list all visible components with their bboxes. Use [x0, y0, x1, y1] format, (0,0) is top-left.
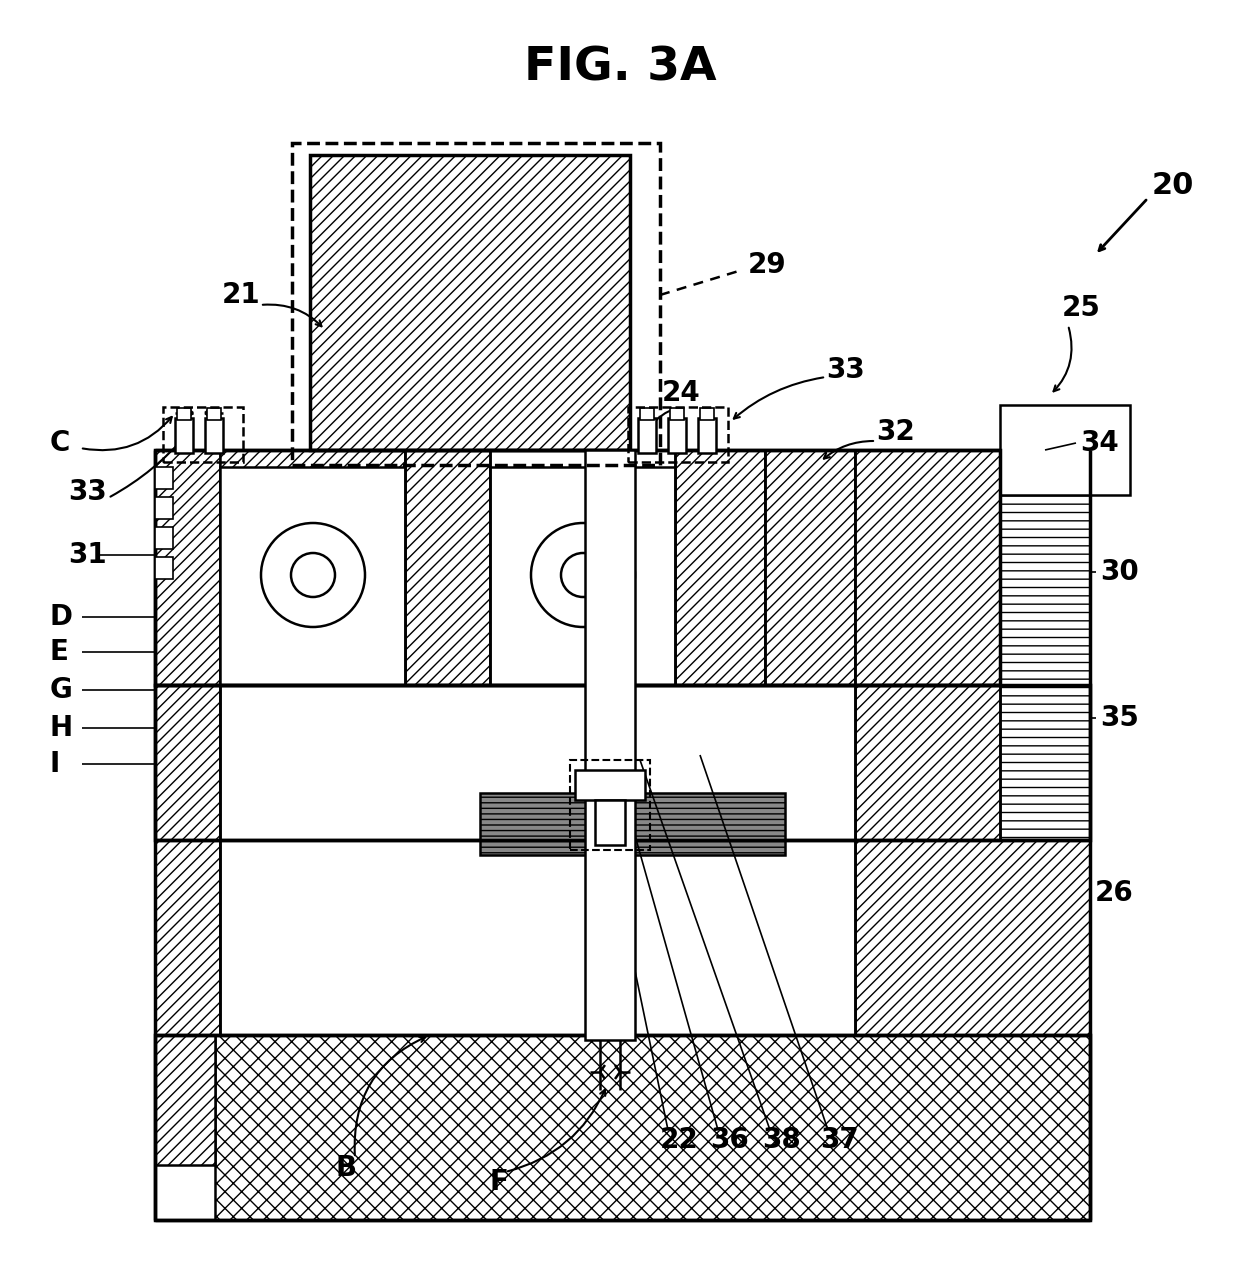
Bar [856, 449, 999, 685]
Bar [310, 154, 630, 449]
Text: 29: 29 [748, 251, 786, 279]
Bar [155, 449, 999, 685]
Bar [585, 449, 635, 1039]
Text: 37: 37 [820, 1125, 859, 1155]
Text: D: D [50, 603, 73, 630]
Text: 38: 38 [763, 1125, 801, 1155]
Bar [207, 408, 221, 420]
Bar [205, 418, 223, 453]
Bar [219, 841, 856, 1036]
Bar [215, 1036, 1090, 1220]
Bar [155, 1036, 215, 1165]
Bar [575, 770, 645, 800]
Bar [999, 449, 1090, 841]
Text: G: G [50, 676, 73, 704]
Bar [480, 793, 785, 855]
Bar [999, 449, 1090, 841]
Bar [155, 467, 174, 489]
Bar [162, 406, 243, 462]
Text: F: F [490, 1169, 508, 1196]
Bar [490, 467, 675, 685]
Text: 22: 22 [660, 1125, 699, 1155]
Bar [155, 1036, 1090, 1220]
Text: C: C [50, 429, 71, 457]
Text: 32: 32 [875, 418, 915, 446]
Bar [219, 449, 405, 685]
Bar [155, 498, 174, 519]
Bar [175, 418, 193, 453]
Bar [291, 143, 660, 465]
Text: H: H [50, 714, 73, 742]
Bar [155, 527, 174, 549]
Text: 33: 33 [826, 356, 864, 384]
Bar [627, 406, 728, 462]
Bar [155, 841, 219, 1036]
Text: 26: 26 [1095, 879, 1133, 906]
Text: 30: 30 [1100, 558, 1138, 586]
Text: 33: 33 [68, 479, 107, 506]
Bar [155, 449, 219, 685]
Bar [701, 408, 714, 420]
Text: 36: 36 [711, 1125, 749, 1155]
Bar [765, 449, 856, 685]
Bar [570, 760, 650, 849]
Text: 24: 24 [662, 379, 701, 406]
Bar [595, 800, 625, 844]
Bar [675, 449, 765, 685]
Text: 31: 31 [68, 541, 107, 568]
Bar [999, 405, 1130, 495]
Text: 34: 34 [1080, 429, 1118, 457]
Bar [639, 418, 656, 453]
Bar [698, 418, 715, 453]
Text: 21: 21 [222, 281, 260, 309]
Bar [640, 408, 653, 420]
Bar [155, 685, 219, 841]
Text: 35: 35 [1100, 704, 1138, 732]
Bar [155, 557, 174, 579]
Text: B: B [335, 1155, 356, 1182]
Bar [668, 418, 686, 453]
Bar [856, 685, 1090, 841]
Bar [155, 685, 1090, 841]
Bar [670, 408, 684, 420]
Bar [856, 841, 1090, 1036]
Bar [219, 467, 405, 685]
Text: E: E [50, 638, 69, 666]
Bar [219, 685, 856, 841]
Text: 20: 20 [1152, 171, 1194, 200]
Text: I: I [50, 749, 61, 779]
Text: 25: 25 [1061, 294, 1101, 322]
Bar [405, 449, 490, 685]
Text: FIG. 3A: FIG. 3A [523, 46, 717, 90]
Bar [177, 408, 191, 420]
